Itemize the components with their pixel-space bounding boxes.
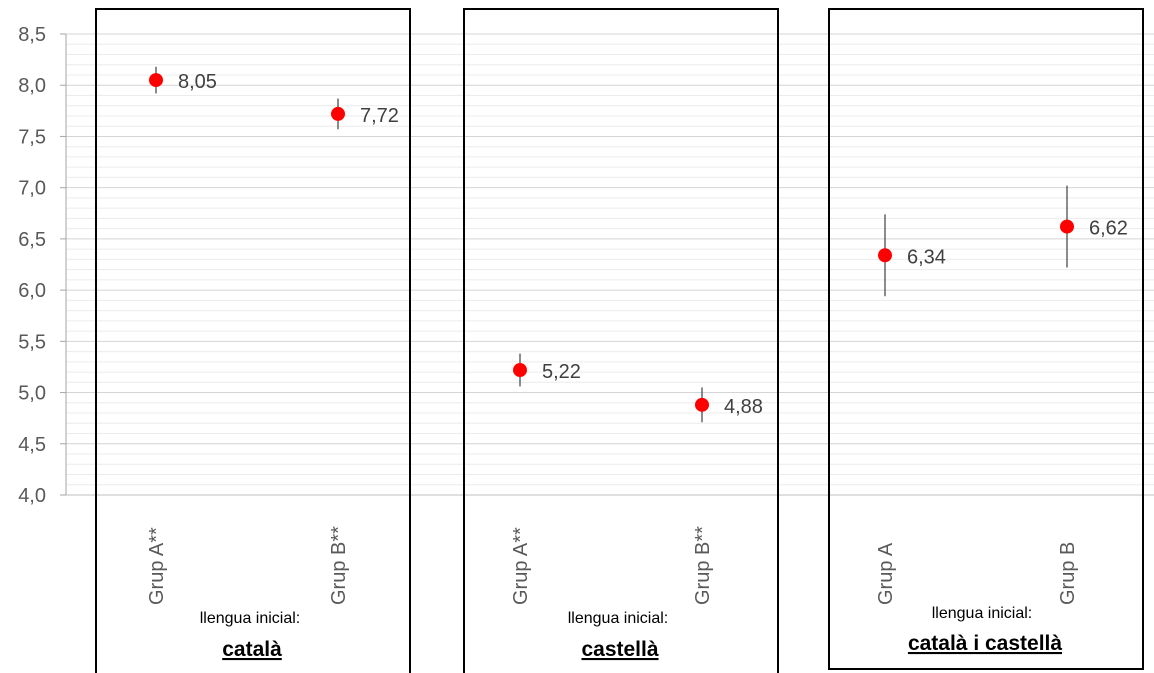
x-category-label: Grup B <box>1057 542 1079 605</box>
y-tick-label: 8,5 <box>18 24 46 46</box>
group-panel-frame <box>463 8 779 673</box>
group-panel-frame <box>828 8 1144 670</box>
x-category-label: Grup A** <box>510 527 532 605</box>
y-tick-label: 4,0 <box>18 485 46 507</box>
group-subtitle: llengua inicial: <box>200 610 301 627</box>
data-label: 4,88 <box>724 396 763 418</box>
data-label: 5,22 <box>542 361 581 383</box>
y-tick-label: 8,0 <box>18 75 46 97</box>
data-point <box>878 248 892 263</box>
y-tick-label: 5,0 <box>18 383 46 405</box>
data-label: 7,72 <box>360 105 399 127</box>
data-label: 6,34 <box>907 246 946 268</box>
y-tick-label: 7,5 <box>18 126 46 148</box>
x-category-label: Grup A** <box>146 527 168 605</box>
data-point <box>331 106 345 121</box>
data-point <box>695 397 709 412</box>
y-tick-label: 4,5 <box>18 434 46 456</box>
x-category-label: Grup A <box>875 542 897 605</box>
data-label: 8,05 <box>178 71 217 93</box>
y-tick-label: 7,0 <box>18 178 46 200</box>
group-panel-frame <box>95 8 411 673</box>
group-title: català <box>222 638 282 661</box>
y-tick-label: 6,0 <box>18 280 46 302</box>
data-label: 6,62 <box>1089 218 1128 240</box>
x-category-label: Grup B** <box>692 526 714 605</box>
group-title: castellà <box>581 638 658 661</box>
group-title: català i castellà <box>908 632 1062 655</box>
x-category-label: Grup B** <box>328 526 350 605</box>
data-point <box>1060 219 1074 234</box>
group-subtitle: llengua inicial: <box>568 610 669 627</box>
y-tick-label: 5,5 <box>18 331 46 353</box>
data-point <box>513 363 527 378</box>
group-subtitle: llengua inicial: <box>932 605 1033 622</box>
y-tick-label: 6,5 <box>18 229 46 251</box>
data-point <box>149 73 163 88</box>
